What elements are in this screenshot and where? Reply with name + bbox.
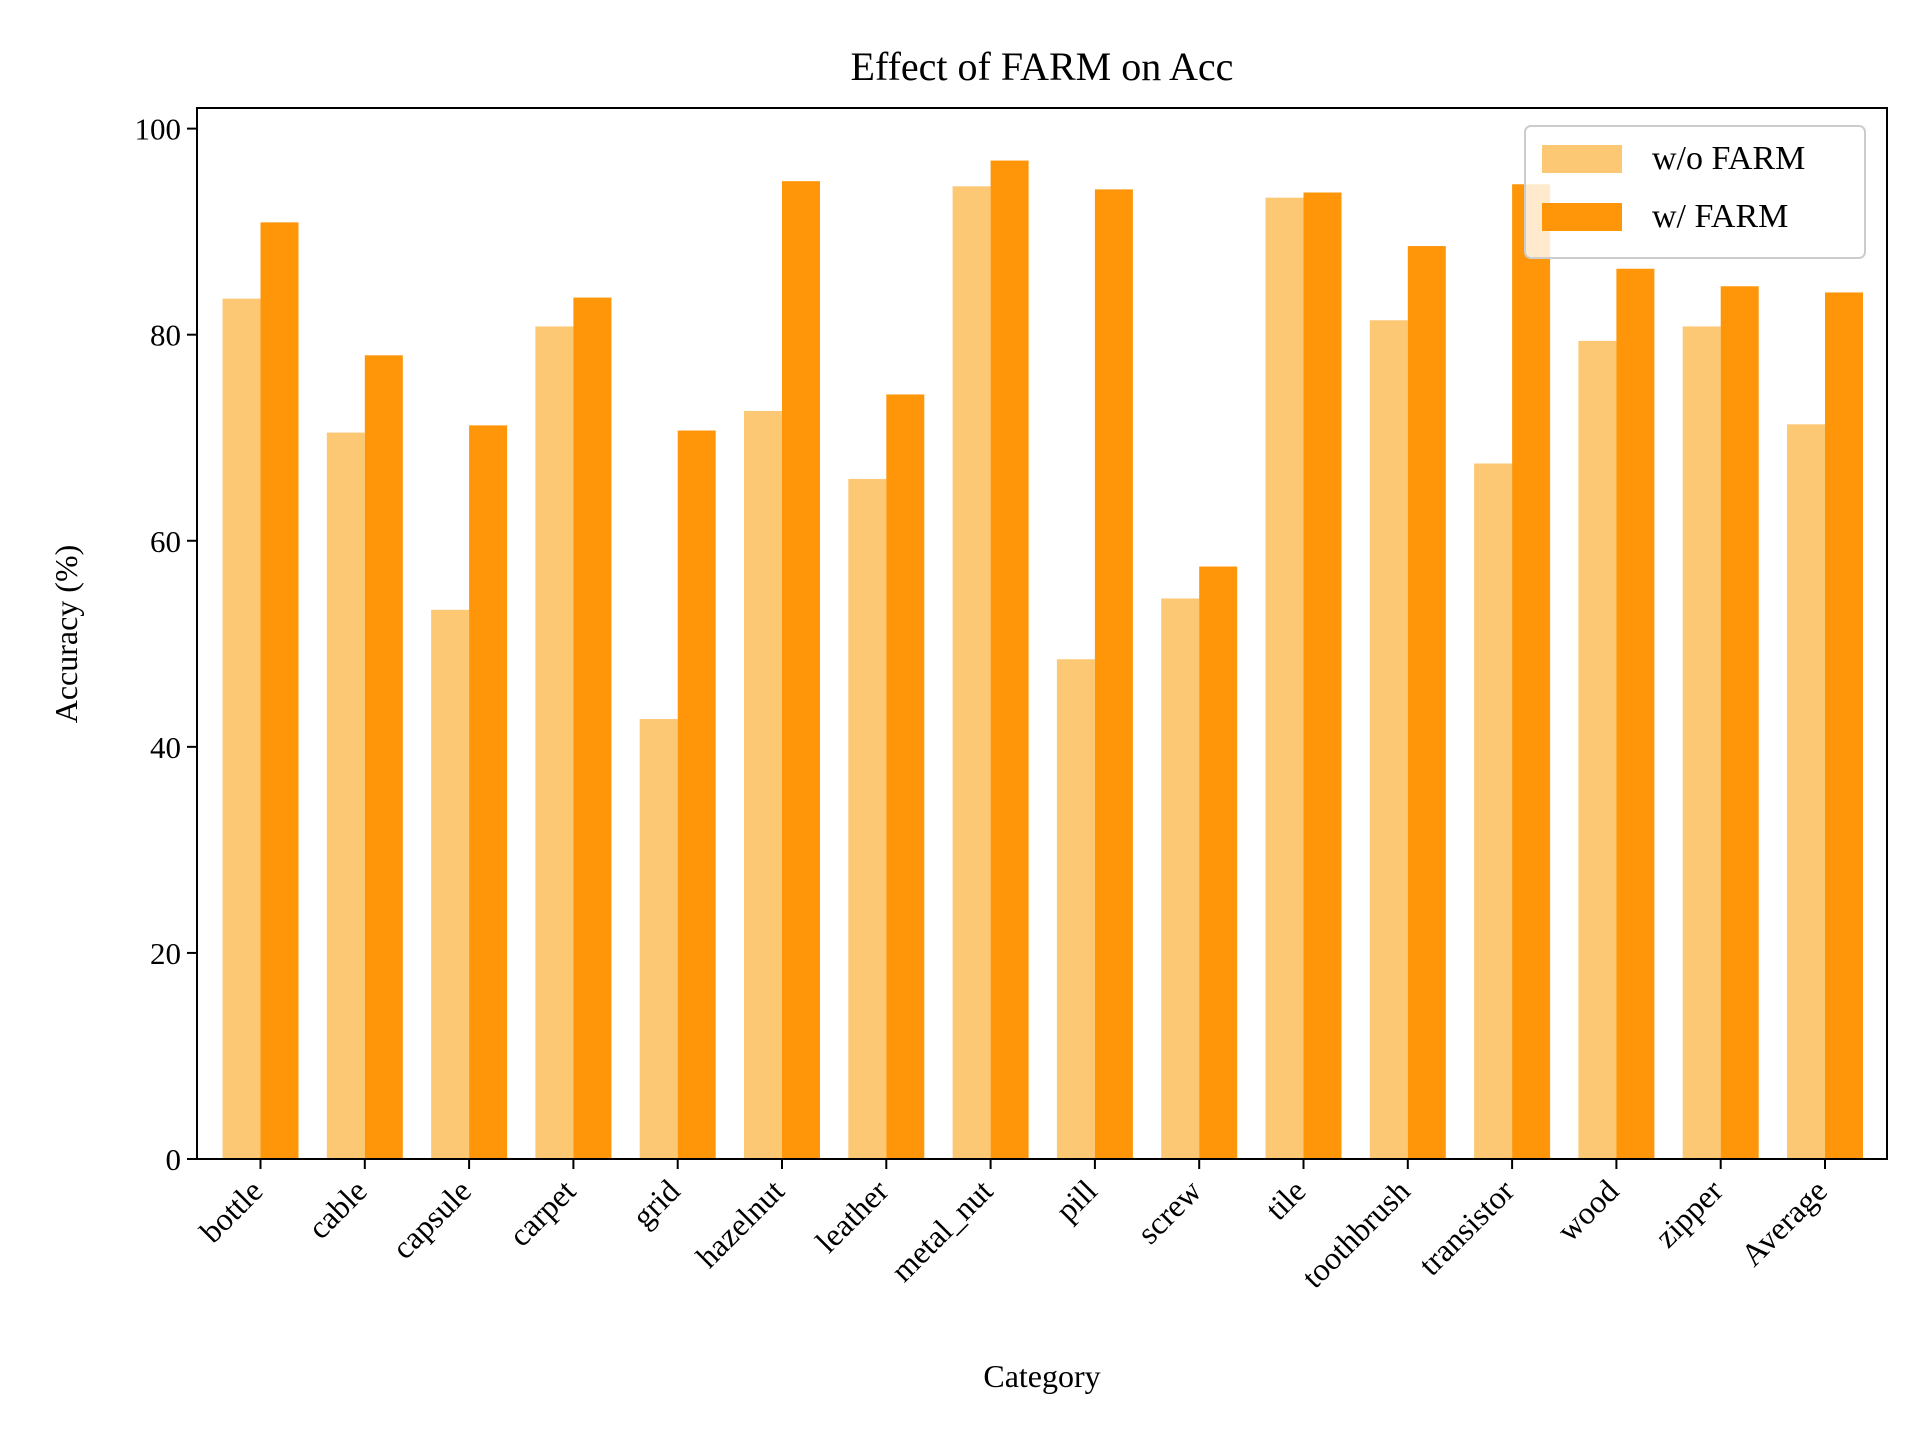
bar-with-farm-toothbrush: [1407, 246, 1446, 1159]
bar-with-farm-tile: [1303, 192, 1342, 1159]
legend-swatch-with-farm: [1542, 203, 1622, 231]
bar-with-farm-transistor: [1512, 184, 1551, 1159]
bar-without-farm-cable: [326, 432, 365, 1160]
bar-without-farm-zipper: [1682, 326, 1721, 1160]
legend: w/o FARM w/ FARM: [1524, 125, 1866, 259]
y-tick-label: 40: [150, 730, 181, 765]
chart-title: Effect of FARM on Acc: [851, 44, 1234, 89]
bar-without-farm-screw: [1161, 598, 1200, 1159]
y-tick-label: 20: [150, 936, 181, 971]
y-tick-label: 0: [166, 1142, 182, 1177]
bar-with-farm-grid: [677, 430, 716, 1159]
bar-without-farm-toothbrush: [1369, 320, 1408, 1160]
bar-without-farm-hazelnut: [744, 410, 782, 1159]
bar-with-farm-cable: [364, 355, 403, 1159]
bar-with-farm-pill: [1094, 189, 1133, 1159]
bar-without-farm-leather: [848, 478, 887, 1159]
bar-with-farm-capsule: [469, 425, 508, 1159]
bar-with-farm-average: [1825, 292, 1863, 1159]
bar-with-farm-zipper: [1720, 286, 1759, 1160]
bar-with-farm-hazelnut: [782, 181, 820, 1159]
bar-without-farm-grid: [639, 719, 678, 1159]
bar-without-farm-carpet: [535, 326, 574, 1160]
y-tick-label: 60: [150, 524, 181, 559]
legend-label-without-farm: w/o FARM: [1652, 140, 1805, 177]
bar-with-farm-wood: [1616, 268, 1655, 1159]
bar-with-farm-bottle: [260, 222, 299, 1159]
bar-without-farm-pill: [1056, 659, 1095, 1159]
bar-without-farm-bottle: [222, 298, 261, 1159]
bar-with-farm-leather: [886, 394, 925, 1160]
bar-with-farm-metal-nut: [990, 160, 1029, 1160]
x-axis-label: Category: [983, 1358, 1100, 1394]
legend-swatch-without-farm: [1542, 145, 1622, 173]
bar-without-farm-capsule: [431, 609, 470, 1159]
plot-frame: [196, 107, 1888, 1160]
bar-without-farm-metal-nut: [952, 186, 991, 1159]
y-tick-label: 80: [150, 318, 181, 353]
legend-label-with-farm: w/ FARM: [1652, 198, 1788, 235]
y-tick-label: 100: [135, 112, 182, 147]
bars-layer: [222, 160, 1863, 1160]
y-axis: 0 20 40 60 80 100: [135, 112, 197, 1177]
bar-without-farm-tile: [1265, 197, 1304, 1160]
bar-without-farm-average: [1787, 424, 1825, 1159]
bar-with-farm-carpet: [573, 297, 612, 1159]
bar-without-farm-wood: [1578, 340, 1617, 1159]
y-axis-label: Accuracy (%): [48, 545, 84, 724]
bar-without-farm-transistor: [1474, 463, 1513, 1159]
bar-with-farm-screw: [1199, 566, 1238, 1159]
